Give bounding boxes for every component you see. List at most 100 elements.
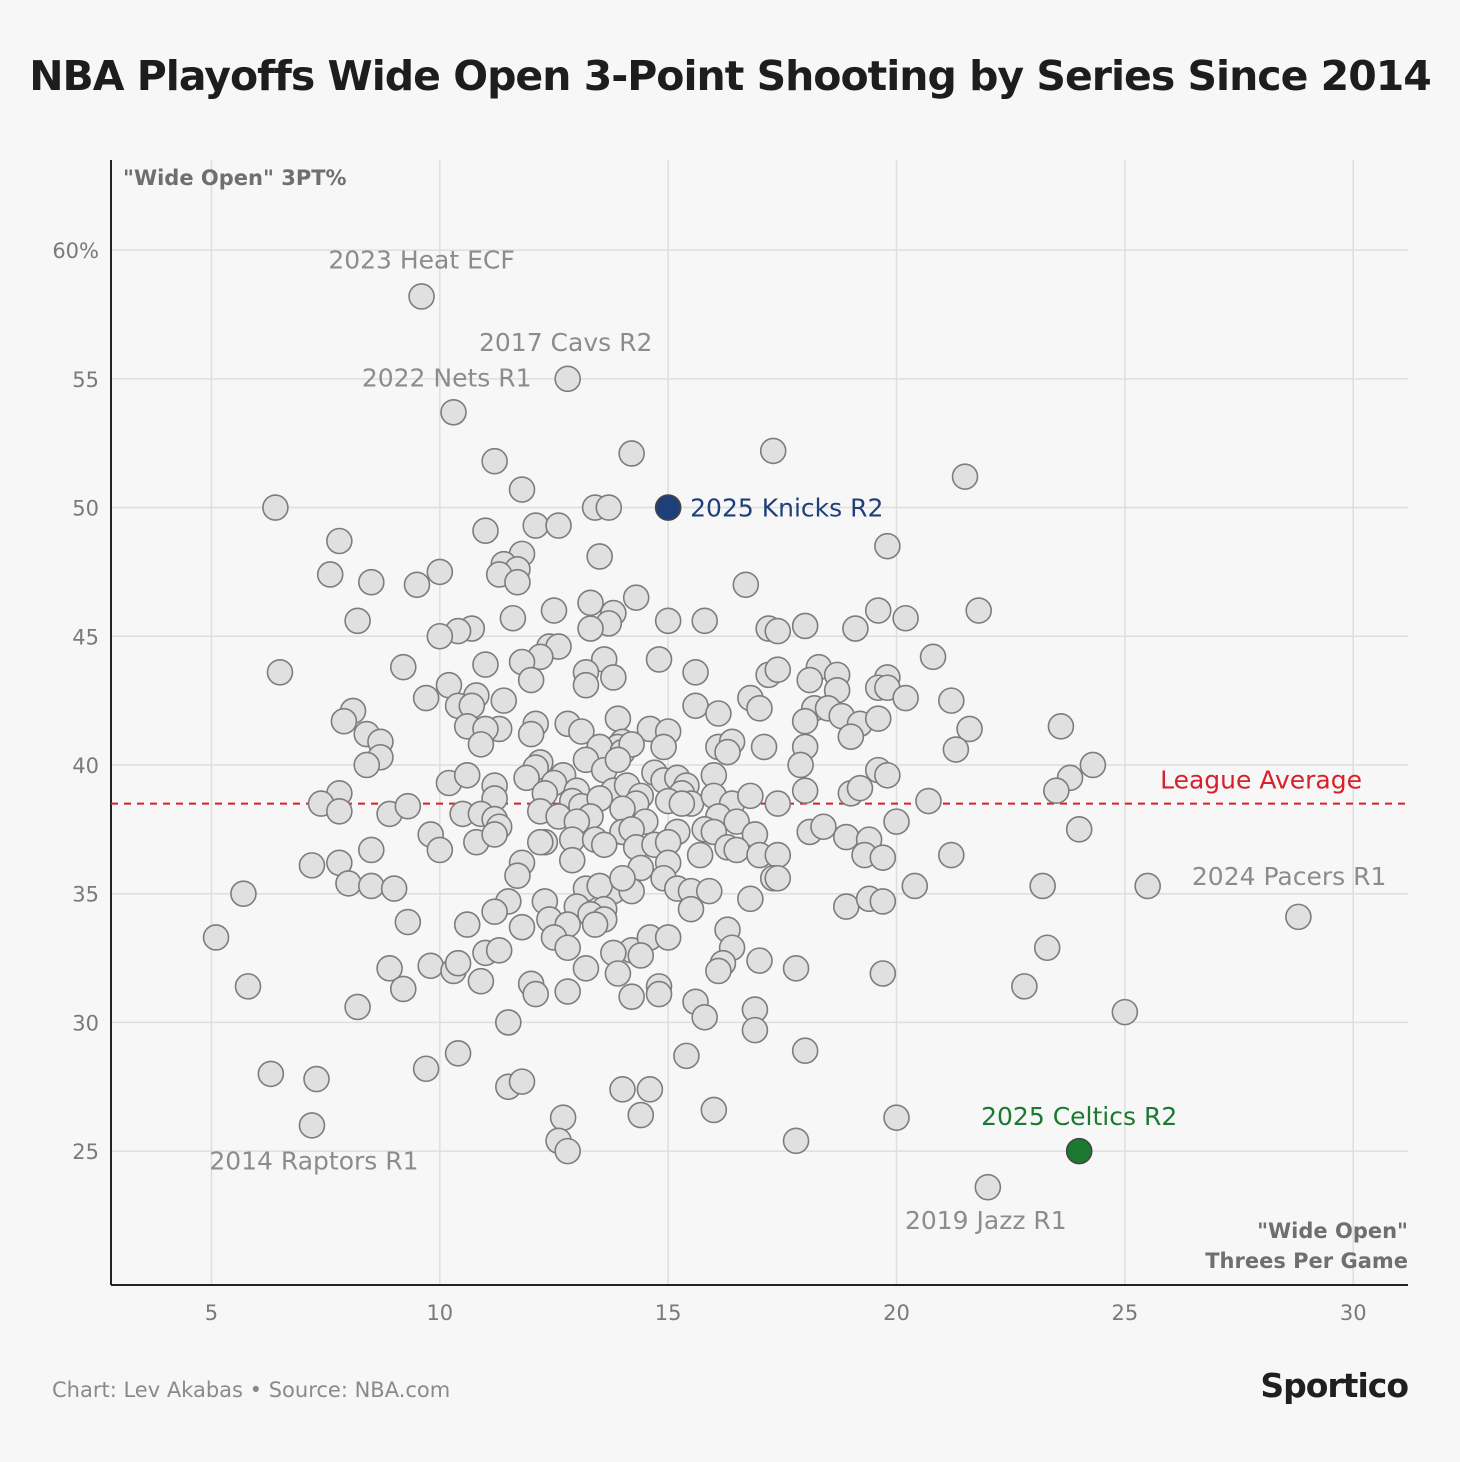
data-point: [526, 828, 554, 856]
data-point: [558, 846, 586, 874]
data-point: [467, 967, 495, 995]
data-point: [974, 1173, 1002, 1201]
data-point: [732, 571, 760, 599]
data-point: [787, 751, 814, 779]
data-point: [764, 790, 792, 817]
data-point: [764, 617, 792, 645]
annotation-label: 2017 Cavs R2: [479, 328, 652, 357]
data-point: [394, 792, 422, 820]
data-point: [335, 870, 362, 897]
data-point: [426, 558, 454, 586]
data-point: [522, 512, 550, 539]
data-point: [691, 607, 718, 635]
data-point: [682, 658, 709, 686]
data-point: [1043, 777, 1070, 805]
data-point: [1065, 816, 1093, 843]
data-point: [846, 774, 874, 802]
data-point: [266, 658, 294, 686]
data-point: [572, 671, 600, 699]
data-point: [764, 864, 792, 892]
data-point: [686, 841, 714, 869]
data-point: [316, 561, 344, 588]
data-point: [472, 651, 499, 678]
data-point: [412, 1055, 440, 1083]
league-average-label: League Average: [1160, 766, 1362, 795]
data-point: [453, 761, 481, 789]
data-point: [636, 1076, 664, 1103]
league-average-line-group: League Average: [111, 766, 1408, 805]
y-tick-label: 60%: [52, 239, 99, 263]
y-tick-label: 40: [72, 754, 99, 778]
data-point: [577, 589, 604, 617]
data-point: [572, 955, 600, 982]
x-tick-label: 5: [205, 1301, 218, 1325]
data-point: [353, 751, 381, 779]
data-point: [627, 942, 655, 969]
data-point: [490, 687, 518, 714]
footer-credit: Chart: Lev Akabas • Source: NBA.com: [52, 1378, 451, 1402]
data-point: [417, 952, 444, 980]
data-point: [883, 808, 910, 835]
data-point: [951, 463, 979, 490]
highlight-point: [654, 494, 682, 521]
data-point: [627, 1101, 655, 1129]
data-point: [358, 568, 385, 596]
data-point: [412, 684, 440, 712]
data-point: [1111, 998, 1139, 1026]
data-point: [389, 653, 417, 681]
y-tick-label: 55: [72, 368, 99, 392]
data-point: [298, 852, 326, 879]
data-point: [864, 705, 892, 732]
celtics-label: 2025 Celtics R2: [981, 1102, 1177, 1131]
data-point: [380, 875, 408, 902]
data-point: [549, 1104, 577, 1131]
data-point: [1134, 872, 1161, 900]
data-point: [426, 622, 454, 650]
data-point: [700, 1096, 728, 1124]
data-point: [257, 1060, 285, 1088]
data-point: [595, 494, 623, 521]
data-point: [586, 543, 613, 570]
data-point: [504, 568, 531, 596]
data-point: [262, 494, 289, 521]
data-point: [746, 695, 773, 722]
x-tick-label: 15: [655, 1301, 682, 1325]
data-point: [408, 283, 435, 310]
data-point: [513, 764, 540, 792]
data-point: [654, 607, 682, 635]
x-axis-title-line-1: "Wide Open": [1257, 1219, 1408, 1243]
data-point: [919, 643, 947, 671]
data-point: [326, 527, 353, 555]
data-point: [481, 447, 508, 475]
data-point: [440, 398, 467, 426]
data-point: [508, 476, 536, 503]
data-point: [1011, 973, 1038, 1000]
data-point: [723, 836, 750, 864]
y-tick-label: 25: [72, 1140, 99, 1164]
data-point: [234, 973, 262, 1000]
data-point: [965, 597, 993, 624]
data-point: [645, 646, 673, 673]
data-point: [915, 787, 942, 815]
x-tick-label: 10: [426, 1301, 453, 1325]
data-point: [517, 666, 545, 694]
data-point: [508, 913, 536, 941]
data-point: [1029, 872, 1056, 900]
axes: 5 10 15 20 25 30 25 30 35 40 45 50 55 60% "Wide Open" …: [52, 160, 1408, 1325]
data-point: [481, 898, 508, 926]
data-point: [741, 1016, 769, 1044]
data-point: [705, 700, 732, 727]
annotation-label: 2024 Pacers R1: [1192, 862, 1387, 891]
y-tick-label: 50: [72, 497, 99, 521]
data-point: [677, 895, 705, 923]
annotation-label: 2023 Heat ECF: [328, 245, 514, 274]
data-point: [376, 955, 403, 982]
annotation-label: 2022 Nets R1: [362, 363, 532, 392]
data-point: [791, 707, 819, 735]
data-point: [581, 911, 609, 938]
data-point: [764, 656, 792, 684]
sportico-logo: Sportico: [1260, 1366, 1409, 1405]
data-point: [554, 1137, 581, 1165]
data-point: [609, 864, 636, 892]
